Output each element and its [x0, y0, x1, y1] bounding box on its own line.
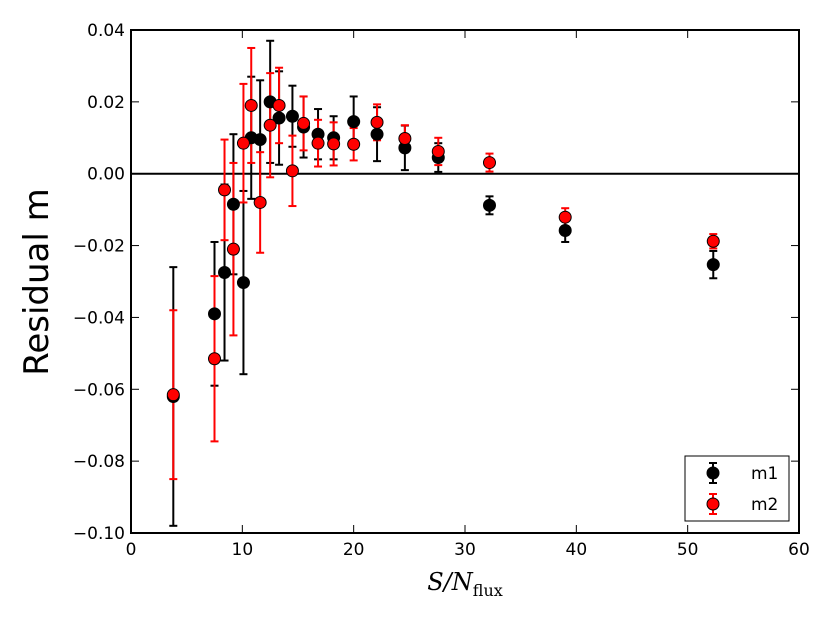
x-tick-label: 60: [788, 540, 810, 560]
x-axis-label: S/Nflux: [427, 568, 503, 600]
x-tick-label: 10: [232, 540, 254, 560]
y-tick-label: −0.08: [73, 452, 125, 472]
point-m1: [347, 115, 361, 129]
point-m2: [285, 164, 299, 178]
point-m1: [208, 307, 221, 321]
y-tick-label: −0.10: [73, 524, 125, 544]
y-tick-label: 0.04: [87, 21, 125, 41]
x-tick-label: 40: [566, 540, 588, 560]
point-m2: [327, 137, 341, 151]
point-m2: [347, 137, 361, 151]
y-tick-label: 0.00: [87, 165, 125, 185]
x-tick-label: 50: [677, 540, 699, 560]
point-m1: [482, 198, 496, 212]
point-m2: [558, 210, 572, 224]
point-m1: [272, 111, 286, 125]
point-m2: [297, 116, 311, 130]
point-m2: [218, 183, 232, 197]
point-m1: [706, 258, 720, 272]
data-series-layer: [166, 39, 720, 527]
x-tick-label: 20: [343, 540, 365, 560]
legend-box: [684, 455, 790, 522]
point-m1: [226, 197, 240, 211]
point-m2: [431, 144, 445, 158]
y-tick-label: −0.04: [73, 308, 125, 328]
point-m2: [398, 132, 412, 146]
x-tick-label: 0: [126, 540, 137, 560]
point-m2: [253, 195, 267, 209]
x-axis-label-subscript: flux: [473, 581, 503, 600]
point-m2: [272, 98, 286, 112]
point-m1: [285, 109, 299, 123]
legend-marker: [706, 497, 720, 511]
y-axis-label: Residual m: [17, 188, 57, 376]
point-m2: [226, 242, 240, 256]
markers-m1: [166, 95, 720, 403]
y-tick-label: −0.06: [73, 380, 125, 400]
legend-label: m1: [751, 464, 778, 484]
point-m1: [236, 276, 250, 290]
legend-item-m2: m2: [706, 493, 778, 515]
point-m2: [370, 115, 384, 129]
y-tick-label: 0.02: [87, 93, 125, 113]
x-axis-label-main: S/N: [427, 568, 474, 596]
markers-m2: [166, 98, 720, 402]
point-m1: [370, 127, 384, 141]
point-m2: [244, 98, 258, 112]
point-m2: [166, 388, 180, 402]
x-tick-label: 30: [454, 540, 476, 560]
point-m2: [236, 136, 250, 150]
point-m2: [263, 118, 277, 132]
point-m2: [311, 136, 325, 150]
legend: m1 m2: [684, 455, 790, 522]
legend-label: m2: [751, 495, 778, 515]
legend-marker: [706, 466, 720, 480]
point-m2: [706, 234, 720, 248]
point-m1: [558, 223, 572, 237]
y-tick-label: −0.02: [73, 237, 125, 257]
axis-ticks: [130, 29, 800, 534]
series-m2: [169, 46, 718, 481]
legend-item-m1: m1: [706, 462, 778, 484]
point-m1: [218, 266, 232, 280]
point-m2: [482, 156, 496, 170]
point-m2: [208, 352, 221, 366]
axis-tick-labels: 0 10 20 30 40 50 60 −0.10 −0.08 −0.06 −0.04 −0.02 0.…: [73, 21, 810, 560]
point-m1: [253, 133, 267, 147]
